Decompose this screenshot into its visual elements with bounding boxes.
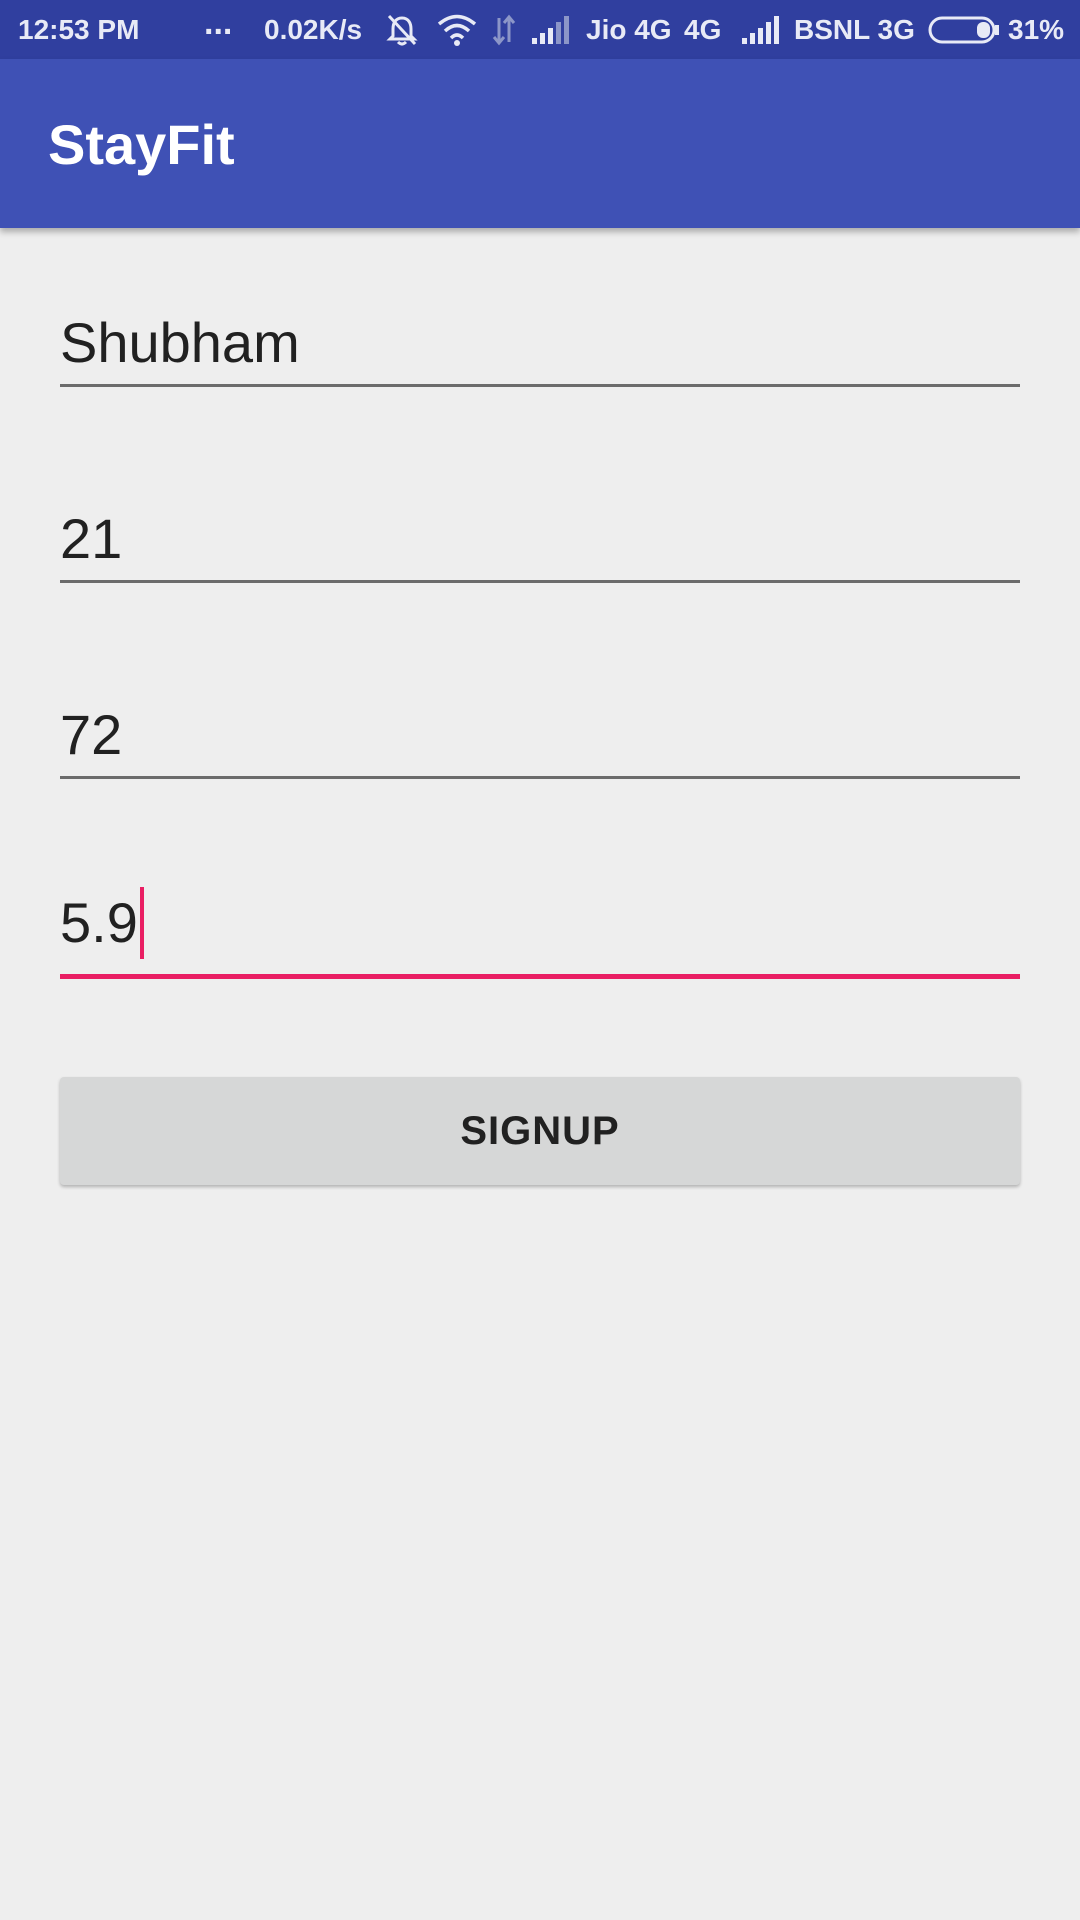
weight-field[interactable]: 72 [60,699,1020,779]
weight-value: 72 [60,703,123,766]
signal-icon [530,14,570,53]
battery-icon [928,15,1002,52]
height-value: 5.9 [60,890,138,954]
status-time: 12:53 PM [18,14,140,45]
network-speed: 0.02K/s [264,14,363,45]
app-bar: StayFit [0,59,1080,228]
app-title: StayFit [48,113,235,176]
name-value: Shubham [60,311,300,374]
carrier-2: BSNL 3G [794,14,915,45]
status-bar: 12:53 PM ... 0.02K/s [0,0,1080,59]
wifi-icon [436,12,478,55]
more-notifications-icon: ... [204,4,233,42]
signup-button[interactable]: SIGNUP [60,1077,1020,1185]
carrier-1: Jio 4G [586,14,672,45]
height-field[interactable]: 5.9 [60,887,1020,979]
alarm-off-icon [384,12,420,55]
name-field[interactable]: Shubham [60,307,1020,387]
text-cursor [139,887,144,959]
network-type-1: 4G [684,14,722,45]
data-arrows-icon [490,12,518,55]
age-field[interactable]: 21 [60,503,1020,583]
age-value: 21 [60,507,123,570]
signal-icon [740,14,780,53]
battery-percent: 31% [1008,14,1065,45]
height-value-wrap: 5.9 [60,887,144,963]
weight-underline [60,776,1020,779]
age-underline [60,580,1020,583]
height-underline [60,974,1020,979]
name-underline [60,384,1020,387]
